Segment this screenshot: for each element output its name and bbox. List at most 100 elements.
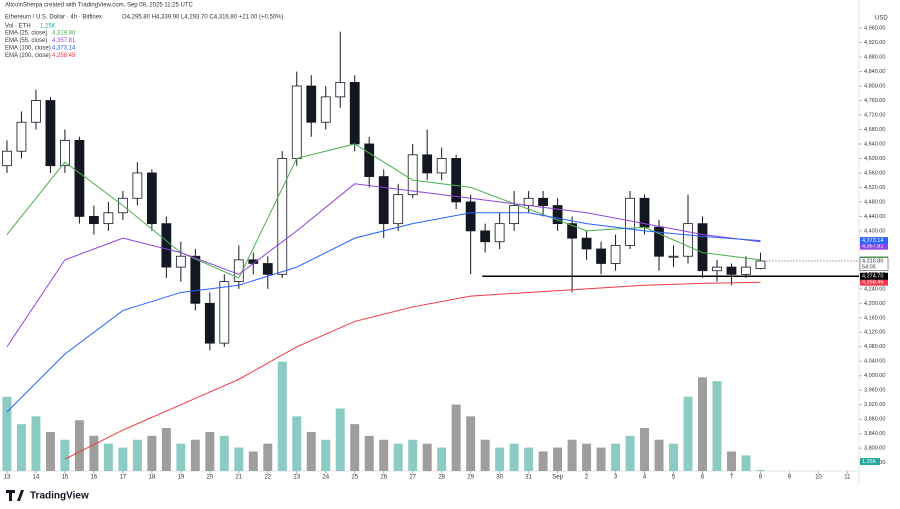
x-tick-label: 21	[235, 475, 242, 481]
price-tag	[859, 257, 889, 271]
symbol-title: Ethereum / U.S. Dollar · 4h · Bitfinex	[5, 15, 102, 21]
x-tick-label: 30	[496, 475, 503, 481]
candle-body	[552, 205, 563, 225]
candle-body	[60, 139, 70, 167]
volume-bar	[553, 447, 563, 471]
candle-body	[683, 223, 693, 257]
candle-body	[523, 197, 534, 206]
x-tick-label: 26	[380, 475, 387, 481]
x-tick-label: 11	[844, 475, 851, 481]
candle-body	[219, 281, 230, 344]
volume-bar	[16, 424, 26, 471]
x-tick-label: 29	[467, 475, 474, 481]
candle-body	[161, 223, 172, 268]
x-tick-label: 3	[614, 475, 618, 481]
candle-body	[132, 172, 143, 199]
logo: TradingView	[6, 490, 89, 502]
y-tick-label: 4,560.00	[864, 170, 885, 176]
y-tick-label: 3,840.00	[864, 431, 885, 437]
candle-body	[2, 150, 12, 167]
legend-value: 4,357.81	[52, 38, 76, 44]
legend-name: EMA (200, close)	[5, 53, 51, 59]
y-tick-label: 4,520.00	[864, 185, 885, 191]
x-tick-label: 14	[33, 475, 40, 481]
price-tag-label: 4,316.80	[862, 258, 883, 264]
x-tick-label: 5	[672, 475, 676, 481]
volume-bar	[524, 447, 534, 471]
volume-bar	[219, 435, 229, 471]
y-tick-label: 3,920.00	[864, 402, 885, 408]
x-tick-label: 8	[759, 475, 763, 481]
y-tick-label: 4,040.00	[864, 359, 885, 365]
candle-body	[567, 223, 577, 239]
volume-bar	[408, 439, 418, 471]
y-tick-label: 4,400.00	[864, 228, 885, 234]
price-tag-label: 4,274.70	[862, 274, 883, 280]
volume-bar	[712, 381, 722, 471]
price-tag	[860, 272, 888, 280]
candle-body	[262, 263, 273, 275]
volume-value: 1.25K	[40, 24, 56, 30]
volume-bar	[364, 435, 374, 471]
volume-bar	[480, 439, 490, 471]
ema-line	[64, 281, 761, 460]
volume-bar	[393, 443, 403, 471]
y-tick-label: 4,960.00	[864, 26, 885, 32]
volume-bar	[567, 439, 577, 471]
volume-bar	[147, 435, 157, 471]
legend-name: EMA (25, close)	[5, 31, 47, 37]
volume-bar	[74, 420, 84, 471]
x-tick-label: 18	[149, 475, 156, 481]
y-tick-label: 4,680.00	[864, 127, 885, 133]
brand: TradingView	[30, 491, 89, 502]
volume-tag	[860, 458, 880, 466]
volume-bar	[596, 447, 606, 471]
candle-body	[16, 121, 27, 152]
volume-bar	[103, 443, 113, 471]
price-tag	[860, 237, 888, 245]
volume-bar	[292, 416, 302, 471]
candle-body	[581, 237, 592, 250]
countdown: 54:05	[862, 264, 876, 270]
y-tick-label: 4,120.00	[864, 330, 885, 336]
x-tick-label: 23	[293, 475, 300, 481]
y-tick-label: 3,800.00	[864, 446, 885, 452]
volume-bar	[263, 443, 273, 471]
candle-body	[726, 266, 737, 275]
volume-bar	[161, 428, 171, 471]
legend-value: 4,373.14	[52, 46, 76, 52]
candle-body	[335, 81, 346, 98]
volume-bar	[277, 361, 287, 471]
candle-body	[277, 158, 288, 275]
volume-bar	[582, 443, 592, 471]
y-tick-label: 4,240.00	[864, 286, 885, 292]
candle-body	[654, 226, 664, 257]
candle-body	[465, 201, 476, 232]
volume-bar	[669, 443, 679, 471]
candle-body	[407, 154, 418, 196]
volume-name: Vol · ETH	[5, 24, 31, 30]
price-tag-label: 4,357.81	[862, 244, 883, 250]
volume-bar	[335, 408, 345, 471]
x-tick-label: Sep	[552, 475, 563, 481]
candle-body	[436, 158, 447, 174]
price-tag-label: 4,258.45	[862, 280, 883, 286]
x-tick-label: 24	[322, 475, 329, 481]
x-tick-label: 13	[4, 475, 11, 481]
x-tick-label: 17	[120, 475, 127, 481]
candle-body	[610, 244, 621, 264]
y-tick-label: 3,960.00	[864, 388, 885, 394]
volume-bar	[422, 443, 432, 471]
volume-bar	[509, 443, 519, 471]
ohlc: O4,295.80 H4,339.90 L4,293.70 C4,316.80 …	[122, 15, 283, 21]
volume-bar	[625, 435, 635, 471]
volume-bar	[726, 451, 736, 471]
volume-bar	[132, 439, 142, 471]
price-tag	[860, 242, 888, 250]
candle-body	[190, 255, 201, 304]
ema-line	[6, 212, 761, 413]
ema-line	[6, 183, 761, 348]
candle-body	[712, 266, 722, 272]
volume-bar	[698, 377, 707, 471]
